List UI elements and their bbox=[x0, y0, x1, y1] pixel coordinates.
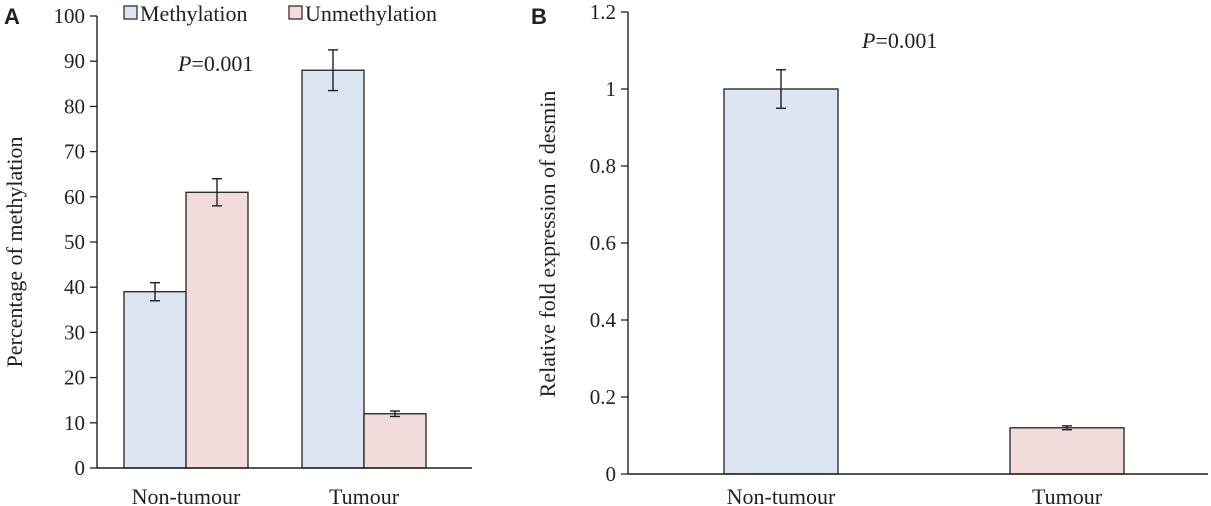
panel-a-letter: A bbox=[4, 4, 20, 29]
category-label: Non-tumour bbox=[727, 484, 836, 506]
bar-unmethylation-non-tumour bbox=[185, 191, 249, 469]
panel-b-category-labels: Non-tumour Tumour bbox=[727, 484, 1103, 506]
panel-a-legend: Methylation Unmethylation bbox=[123, 1, 437, 26]
y-tick-label: 0.4 bbox=[590, 308, 617, 332]
bar-tumour bbox=[1009, 427, 1125, 475]
y-tick-label: 0.6 bbox=[590, 231, 616, 255]
panel-a-p-value: P=0.001 bbox=[177, 51, 253, 76]
panel-b: B Relative fold expression of desmin 0 0.… bbox=[531, 0, 1208, 506]
y-tick-label: 90 bbox=[64, 49, 85, 73]
legend-swatch-unmethylation bbox=[288, 5, 303, 20]
category-label: Tumour bbox=[329, 484, 400, 506]
y-tick-label: 0.8 bbox=[590, 154, 616, 178]
panel-a: A Percentage of methylation 0 10 20 30 40 50 6… bbox=[2, 1, 472, 506]
panel-b-p-value: P=0.001 bbox=[861, 28, 937, 53]
panel-a-error-bars bbox=[150, 49, 400, 418]
y-tick-label: 1.2 bbox=[590, 0, 616, 24]
y-tick-label: 50 bbox=[64, 230, 85, 254]
panel-b-y-ticks: 0 0.2 0.4 0.6 0.8 1 1.2 bbox=[590, 0, 628, 486]
category-label: Non-tumour bbox=[132, 484, 241, 506]
panel-a-y-ticks: 0 10 20 30 40 50 60 70 80 90 100 bbox=[54, 4, 97, 480]
y-tick-label: 30 bbox=[64, 320, 85, 344]
y-tick-label: 1 bbox=[606, 77, 617, 101]
panel-b-error-bars bbox=[776, 69, 1072, 431]
panel-b-bars bbox=[723, 88, 1125, 475]
bar-methylation-non-tumour bbox=[123, 291, 187, 469]
bar-methylation-tumour bbox=[301, 69, 365, 469]
bar-unmethylation-tumour bbox=[363, 413, 427, 469]
y-tick-label: 60 bbox=[64, 185, 85, 209]
panel-a-category-labels: Non-tumour Tumour bbox=[132, 484, 400, 506]
legend-label-unmethylation: Unmethylation bbox=[305, 1, 437, 26]
panel-a-y-axis-title: Percentage of methylation bbox=[2, 137, 27, 368]
panel-b-axes bbox=[627, 12, 1208, 475]
y-tick-label: 80 bbox=[64, 94, 85, 118]
panel-b-y-axis-title: Relative fold expression of desmin bbox=[535, 91, 560, 398]
y-tick-label: 40 bbox=[64, 275, 85, 299]
y-tick-label: 0.2 bbox=[590, 385, 616, 409]
y-tick-label: 0 bbox=[606, 462, 617, 486]
y-tick-label: 100 bbox=[54, 4, 86, 28]
category-label: Tumour bbox=[1032, 484, 1103, 506]
panel-a-bars bbox=[123, 69, 427, 469]
y-tick-label: 20 bbox=[64, 366, 85, 390]
bar-non-tumour bbox=[723, 88, 839, 475]
legend-label-methylation: Methylation bbox=[140, 1, 248, 26]
legend-swatch-methylation bbox=[123, 5, 138, 20]
panel-b-letter: B bbox=[531, 4, 547, 29]
panel-a-axes bbox=[96, 16, 472, 469]
y-tick-label: 70 bbox=[64, 140, 85, 164]
y-tick-label: 0 bbox=[75, 456, 86, 480]
y-tick-label: 10 bbox=[64, 411, 85, 435]
